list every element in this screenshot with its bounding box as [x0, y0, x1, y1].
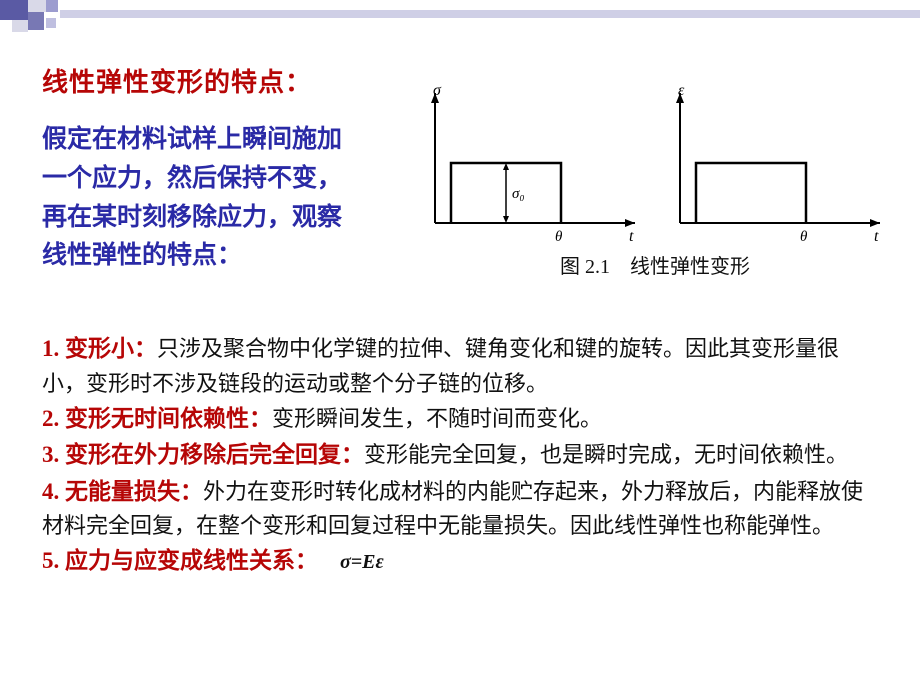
intro-text: 假定在材料试样上瞬间施加一个应力，然后保持不变，再在某时刻移除应力，观察线性弹性…: [42, 121, 402, 276]
svg-text:ε: ε: [678, 82, 685, 99]
point-item: 3. 变形在外力移除后完全回复：变形能完全回复，也是瞬时完成，无时间依赖性。: [42, 438, 882, 473]
point-body: 变形瞬间发生，不随时间而变化。: [272, 406, 602, 431]
point-lead: 1. 变形小：: [42, 336, 157, 361]
point-lead: 5. 应力与应变成线性关系：: [42, 548, 318, 573]
decor-svg: [0, 0, 920, 40]
svg-text:σ: σ: [433, 82, 442, 99]
points-list: 1. 变形小：只涉及聚合物中化学键的拉伸、键角变化和键的旋转。因此其变形量很小，…: [42, 332, 882, 579]
figure-svg: σ t θ σ₀ ε t θ: [405, 78, 895, 258]
figure-2-1: σ t θ σ₀ ε t θ: [405, 78, 895, 278]
point-body: 只涉及聚合物中化学键的拉伸、键角变化和键的旋转。因此其变形量很小，变形时不涉及链…: [42, 336, 839, 396]
header-decoration: [0, 0, 920, 40]
point-item: 4. 无能量损失：外力在变形时转化成材料的内能贮存起来，外力释放后，内能释放使材…: [42, 475, 882, 543]
point-item: 1. 变形小：只涉及聚合物中化学键的拉伸、键角变化和键的旋转。因此其变形量很小，…: [42, 332, 882, 400]
point-body: 变形能完全回复，也是瞬时完成，无时间依赖性。: [364, 442, 848, 467]
svg-text:θ: θ: [555, 229, 563, 245]
point-item: 5. 应力与应变成线性关系： σ=Eε: [42, 544, 882, 579]
figure-caption: 图 2.1 线性弹性变形: [560, 250, 750, 279]
point-item: 2. 变形无时间依赖性：变形瞬间发生，不随时间而变化。: [42, 402, 882, 437]
svg-text:t: t: [629, 228, 634, 245]
svg-text:σ₀: σ₀: [512, 186, 525, 202]
svg-text:θ: θ: [800, 229, 808, 245]
point-lead: 4. 无能量损失：: [42, 479, 203, 504]
point-lead: 2. 变形无时间依赖性：: [42, 406, 272, 431]
svg-text:t: t: [874, 228, 879, 245]
point-lead: 3. 变形在外力移除后完全回复：: [42, 442, 364, 467]
formula: σ=Eε: [340, 551, 384, 573]
